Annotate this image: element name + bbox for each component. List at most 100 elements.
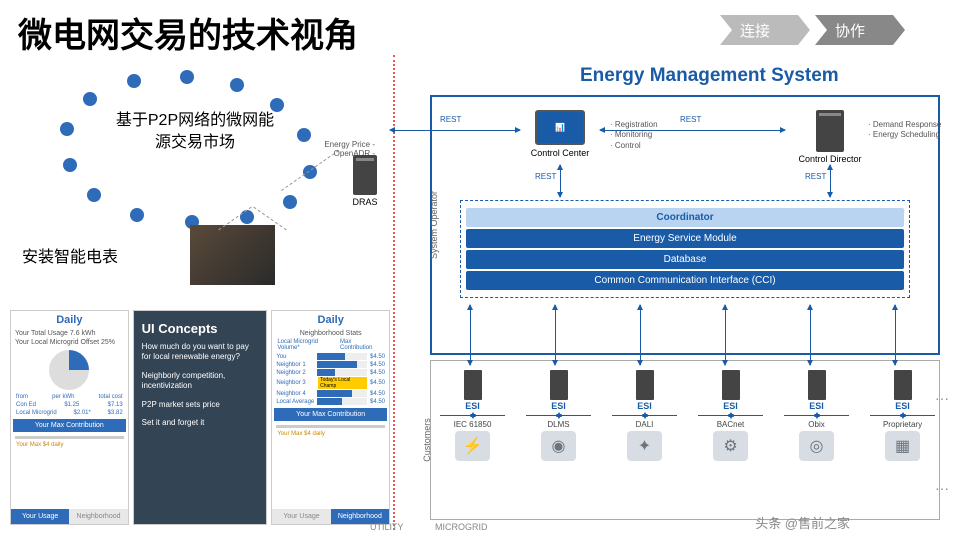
monitor-icon: 📊 — [535, 110, 585, 145]
arrow-cd-coord — [830, 165, 831, 197]
neighbor-row: Neighbor 2$4.50 — [276, 369, 385, 376]
watermark: 头条 @售前之家 — [755, 513, 850, 532]
neighbor-row: You$4.50 — [276, 353, 385, 360]
tab-usage[interactable]: Your Usage — [11, 509, 69, 524]
ph-usage: Your Total Usage 7.6 kWh — [11, 329, 128, 338]
arrow-coord-esi — [555, 305, 556, 365]
neighbor-row: Neighbor 3Today's Local Champ$4.50 — [276, 377, 385, 389]
coordinator-block: Coordinator Energy Service Module Databa… — [460, 200, 910, 298]
ellipsis-icon: ··· — [935, 390, 949, 406]
ph-offset: Your Local Microgrid Offset 25% — [11, 338, 128, 347]
cust-label: Customers — [422, 418, 432, 462]
cc-items: · Registration· Monitoring· Control — [610, 120, 658, 151]
esi-row: ESIIEC 61850⚡ESIDLMS◉ESIDALI✦ESIBACnet⚙E… — [440, 370, 935, 463]
ui-b1: Neighborly competition, incentivization — [142, 371, 259, 392]
slide-title: 微电网交易的技术视角 — [18, 8, 358, 57]
ems-title: Energy Management System — [580, 65, 839, 87]
control-center: 📊 Control Center — [520, 110, 600, 158]
bubble-dot — [283, 195, 297, 209]
nstats: Neighborhood Stats — [272, 329, 389, 338]
ems-diagram: Energy Management System System Operator… — [400, 60, 950, 520]
p2p-bubble: 基于P2P网络的微网能源交易市场 — [55, 70, 315, 210]
meter-photo — [190, 225, 275, 285]
server-icon — [464, 370, 482, 400]
esi-column: ESIBACnet⚙ — [698, 370, 763, 463]
neighbor-row: Neighbor 1$4.50 — [276, 361, 385, 368]
ph-title2: Daily — [272, 311, 389, 329]
maxc-section: Your Max Contribution — [13, 419, 126, 432]
device-icon: ✦ — [627, 431, 662, 461]
phone-tabs: Your Usage Neighborhood — [11, 509, 128, 524]
arrow-coord-esi — [640, 305, 641, 365]
neighbor-row: Local Average$4.50 — [276, 398, 385, 405]
coord-header: Coordinator — [466, 208, 904, 227]
rest-3: REST — [535, 172, 556, 181]
ui-question: How much do you want to pay for local re… — [142, 342, 259, 363]
arrow-cc-cd — [600, 130, 785, 131]
server-icon — [636, 370, 654, 400]
rest-2: REST — [680, 115, 701, 124]
server-icon — [894, 370, 912, 400]
ui-b3: Set it and forget it — [142, 418, 259, 428]
rest-1: REST — [440, 115, 461, 124]
chevron-connect: 连接 — [720, 15, 810, 45]
mod-db: Database — [466, 250, 904, 269]
phone-concepts: UI Concepts How much do you want to pay … — [133, 310, 268, 525]
pie-icon — [49, 350, 89, 390]
server-icon — [808, 370, 826, 400]
server-icon — [816, 110, 844, 152]
bubble-text: 基于P2P网络的微网能源交易市场 — [110, 110, 280, 155]
neighbor-bars: You$4.50Neighbor 1$4.50Neighbor 2$4.50Ne… — [272, 352, 389, 406]
sysop-label: System Operator — [429, 191, 439, 259]
dras-node: DRAS — [340, 155, 390, 207]
cost-row2: Local Microgrid$2.01*$3.82 — [11, 409, 128, 417]
chevron-collab: 协作 — [815, 15, 905, 45]
device-icon: ⚡ — [455, 431, 490, 461]
bubble-dot — [297, 128, 311, 142]
bubble-dot — [270, 98, 284, 112]
server-icon — [353, 155, 377, 195]
esi-column: ESIIEC 61850⚡ — [440, 370, 505, 463]
microgrid-label: MICROGRID — [435, 522, 488, 532]
ellipsis-icon: ··· — [935, 480, 949, 496]
arrow-coord-esi — [725, 305, 726, 365]
bubble-dot — [180, 70, 194, 84]
utility-label: UTILITY — [370, 522, 404, 532]
esi-column: ESIDALI✦ — [612, 370, 677, 463]
bubble-dot — [83, 92, 97, 106]
bubble-dot — [63, 158, 77, 172]
tab-usage2[interactable]: Your Usage — [272, 509, 330, 524]
ymax2: Your Max $4 daily — [272, 430, 389, 438]
ui-concepts-panel: Daily Your Total Usage 7.6 kWh Your Loca… — [10, 310, 390, 525]
cd-items: · Demand Response· Energy Scheduling — [868, 120, 941, 141]
device-icon: ◉ — [541, 431, 576, 461]
ymax: Your Max $4 daily — [11, 441, 128, 449]
slider-icon — [15, 436, 124, 439]
bubble-dot — [60, 122, 74, 136]
esi-column: ESIObix◎ — [784, 370, 849, 463]
cost-row1: Con Ed$1.25$7.13 — [11, 401, 128, 409]
maxc2: Your Max Contribution — [274, 408, 387, 421]
phone-neighborhood: Daily Neighborhood Stats Local Microgrid… — [271, 310, 390, 525]
control-director: Control Director — [790, 110, 870, 164]
bubble-dot — [127, 74, 141, 88]
arrow-coord-esi — [810, 305, 811, 365]
server-icon — [550, 370, 568, 400]
neighbor-row: Neighbor 4$4.50 — [276, 390, 385, 397]
arrow-dras-cc — [390, 130, 520, 131]
server-icon — [722, 370, 740, 400]
arrow-coord-esi — [895, 305, 896, 365]
arrow-coord-esi — [470, 305, 471, 365]
phone-daily: Daily Your Total Usage 7.6 kWh Your Loca… — [10, 310, 129, 525]
device-icon: ⚙ — [713, 431, 748, 461]
lmv: Local Microgrid Volume*Max Contribution — [272, 338, 389, 352]
rest-4: REST — [805, 172, 826, 181]
esi-column: ESIProprietary▦ — [870, 370, 935, 463]
ui-concepts-title: UI Concepts — [142, 321, 259, 336]
device-icon: ◎ — [799, 431, 834, 461]
bubble-dot — [130, 208, 144, 222]
meter-label: 安装智能电表 — [22, 243, 118, 267]
device-icon: ▦ — [885, 431, 920, 461]
tab-neighborhood[interactable]: Neighborhood — [69, 509, 127, 524]
bubble-dot — [230, 78, 244, 92]
